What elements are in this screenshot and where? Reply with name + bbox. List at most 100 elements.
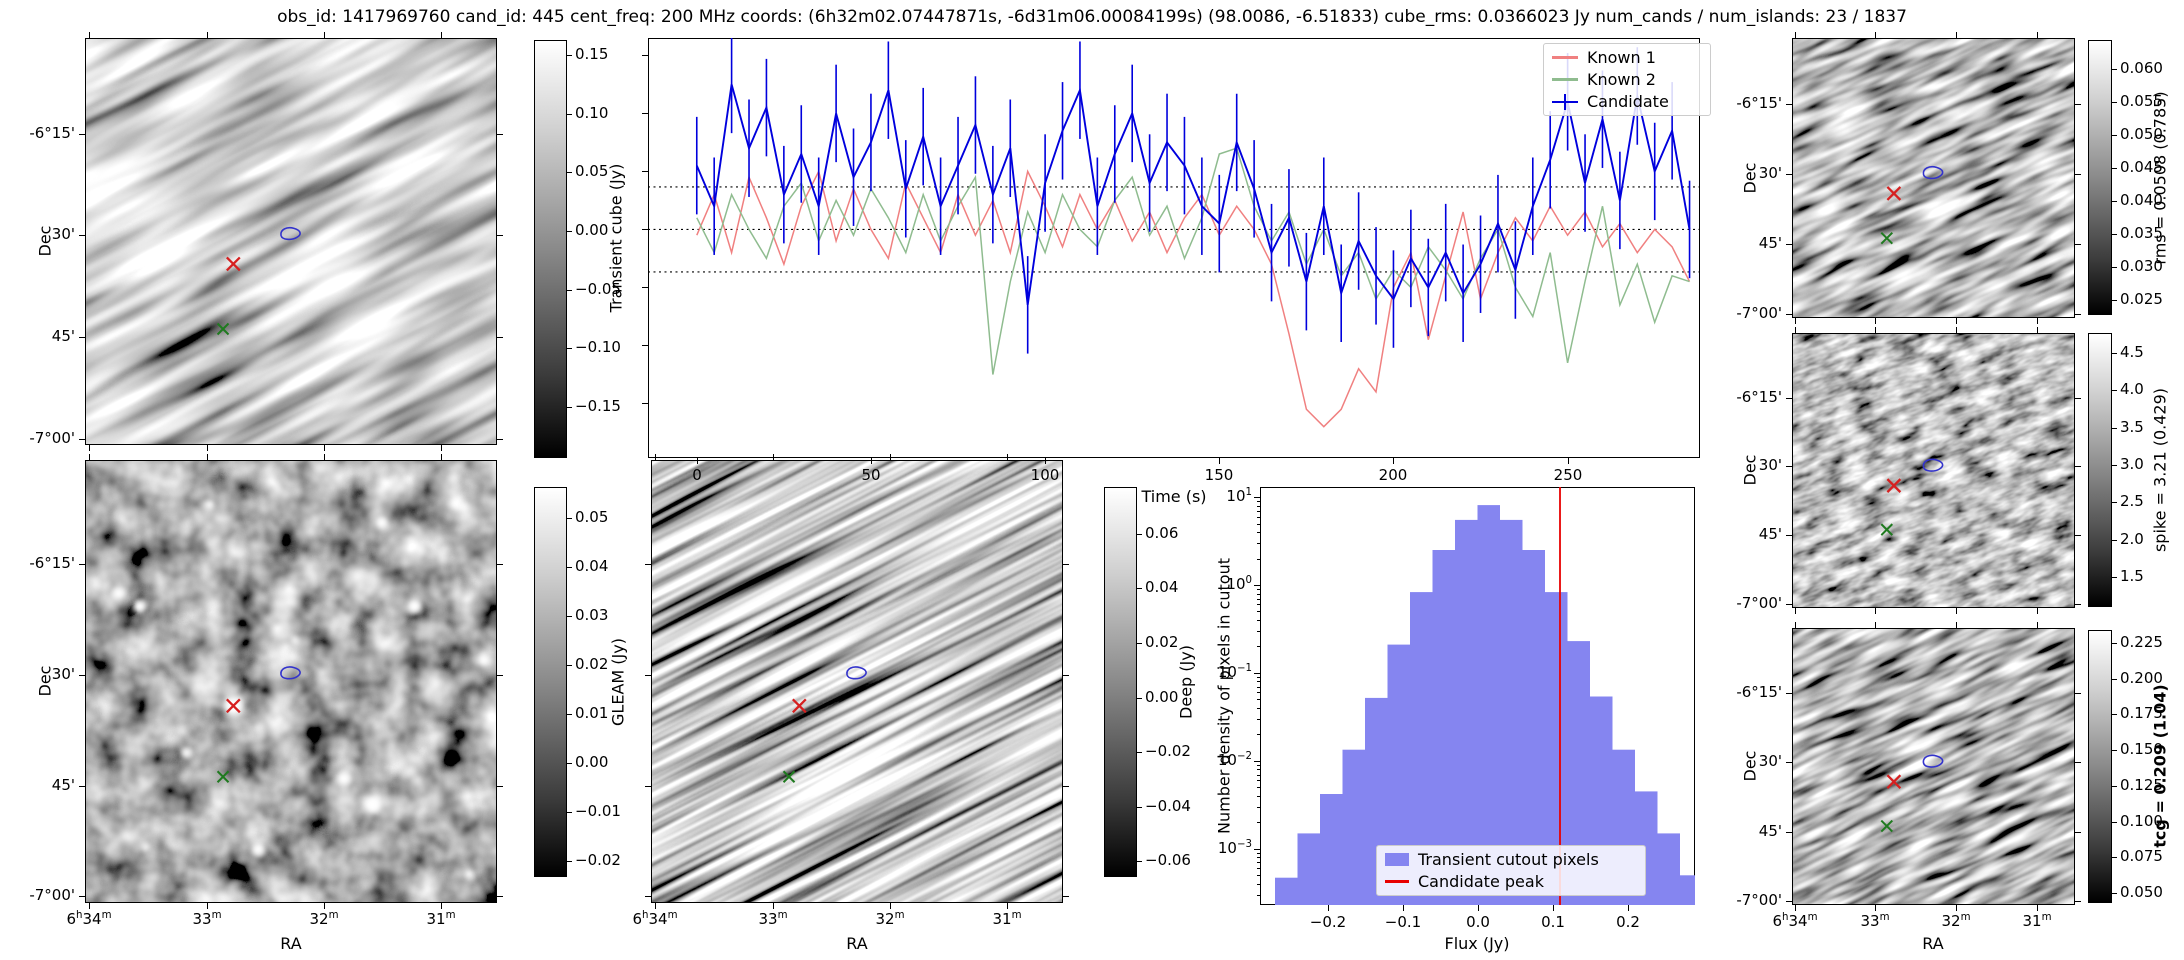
dec-tick-label: 30' — [1758, 164, 1782, 182]
dec-tick-label: -6°15' — [1736, 94, 1782, 112]
axis-tick — [2112, 201, 2117, 202]
dec-tick-label: -6°15' — [29, 124, 75, 142]
known1-line-sample — [1552, 56, 1578, 59]
axis-tick — [1257, 677, 1260, 678]
axis-tick — [1063, 786, 1069, 787]
legend-label: Known 2 — [1587, 70, 1656, 89]
axis-tick — [2112, 679, 2117, 680]
gleam-cutout-image — [85, 460, 497, 903]
transient-colorbar — [534, 40, 567, 458]
histogram-ylabel: Number density of pixels in cutout — [1214, 558, 1234, 834]
axis-tick — [1795, 318, 1796, 324]
dec-tick-label: -7°00' — [29, 886, 75, 904]
spike-colorbar — [2088, 333, 2112, 607]
axis-tick — [497, 134, 503, 135]
tcg-cutout-image — [1792, 628, 2075, 905]
axis-tick — [655, 454, 656, 460]
colorbar-tick-label: 0.06 — [1145, 524, 1179, 542]
axis-tick — [324, 454, 325, 460]
axis-tick — [1257, 511, 1260, 512]
axis-tick — [1257, 687, 1260, 688]
axis-tick — [1257, 692, 1260, 693]
colorbar-tick-label: 0.050 — [2120, 883, 2163, 901]
density-tick-label: 10−3 — [1217, 839, 1252, 857]
axis-tick — [1956, 905, 1957, 911]
axis-tick — [1137, 752, 1142, 753]
axis-tick — [1257, 719, 1260, 720]
ra-tick-label: 32m — [875, 910, 905, 928]
axis-tick — [1786, 901, 1792, 902]
lightcurve-xlabel: Time (s) — [1141, 487, 1207, 506]
ra-tick-label: 33m — [192, 910, 222, 928]
axis-tick — [2112, 577, 2117, 578]
axis-tick — [1063, 564, 1069, 565]
axis-tick — [1786, 314, 1792, 315]
candidate-errorbar-sample — [1552, 93, 1578, 110]
axis-tick — [1795, 622, 1796, 628]
noise-texture — [1793, 334, 2074, 607]
axis-tick — [2112, 786, 2117, 787]
axis-tick — [79, 337, 85, 338]
axis-tick — [773, 454, 774, 460]
axis-tick — [79, 675, 85, 676]
axis-tick — [645, 564, 651, 565]
axis-tick — [567, 714, 572, 715]
axis-tick — [497, 675, 503, 676]
axis-tick — [441, 32, 442, 38]
axis-tick — [1257, 611, 1260, 612]
axis-tick — [1257, 517, 1260, 518]
axis-tick — [2037, 32, 2038, 38]
colorbar-tick-label: 0.00 — [575, 753, 609, 771]
axis-tick — [2075, 314, 2081, 315]
axis-tick — [497, 337, 503, 338]
colorbar-tick-label: 0.025 — [2120, 290, 2163, 308]
axis-tick — [1786, 398, 1792, 399]
axis-tick — [1007, 454, 1008, 460]
legend-label: Transient cutout pixels — [1418, 850, 1599, 869]
noise-texture — [86, 461, 496, 902]
axis-tick — [207, 445, 208, 451]
axis-tick — [79, 439, 85, 440]
legend-label: Candidate — [1587, 92, 1669, 111]
axis-tick — [2112, 750, 2117, 751]
axis-tick — [207, 903, 208, 909]
axis-tick — [1257, 699, 1260, 700]
axis-tick — [2112, 893, 2117, 894]
axis-tick — [324, 903, 325, 909]
axis-tick — [2112, 822, 2117, 823]
colorbar-tick-label: 0.030 — [2120, 257, 2163, 275]
axis-tick — [1257, 822, 1260, 823]
dec-tick-label: 30' — [1758, 456, 1782, 474]
axis-tick — [1786, 244, 1792, 245]
axis-tick — [1257, 604, 1260, 605]
axis-tick — [79, 564, 85, 565]
noise-texture — [1793, 39, 2074, 317]
axis-tick — [2075, 901, 2081, 902]
legend-entry-candidate: Candidate — [1552, 92, 1702, 111]
colorbar-tick-label: 4.0 — [2120, 380, 2144, 398]
axis-tick — [2037, 608, 2038, 614]
axis-tick — [1137, 807, 1142, 808]
axis-tick — [2112, 135, 2117, 136]
dec-tick-label: 30' — [1758, 752, 1782, 770]
axis-tick — [871, 458, 872, 464]
ra-tick-label: 33m — [1860, 912, 1890, 930]
axis-tick — [1875, 327, 1876, 333]
axis-tick — [1257, 853, 1260, 854]
axis-tick — [642, 287, 648, 288]
axis-tick — [642, 345, 648, 346]
axis-tick — [1875, 32, 1876, 38]
axis-tick — [642, 403, 648, 404]
axis-tick — [1786, 762, 1792, 763]
peak-line-sample — [1385, 880, 1409, 883]
axis-tick — [655, 903, 656, 909]
axis-tick — [1257, 734, 1260, 735]
axis-tick — [1254, 585, 1260, 586]
axis-tick — [1257, 868, 1260, 869]
dec-tick-label: 45' — [51, 327, 75, 345]
noise-texture — [86, 39, 496, 444]
transient-cutout-image — [85, 38, 497, 445]
axis-tick — [1257, 589, 1260, 590]
axis-tick — [1786, 604, 1792, 605]
colorbar-tick-label: 0.04 — [575, 557, 609, 575]
